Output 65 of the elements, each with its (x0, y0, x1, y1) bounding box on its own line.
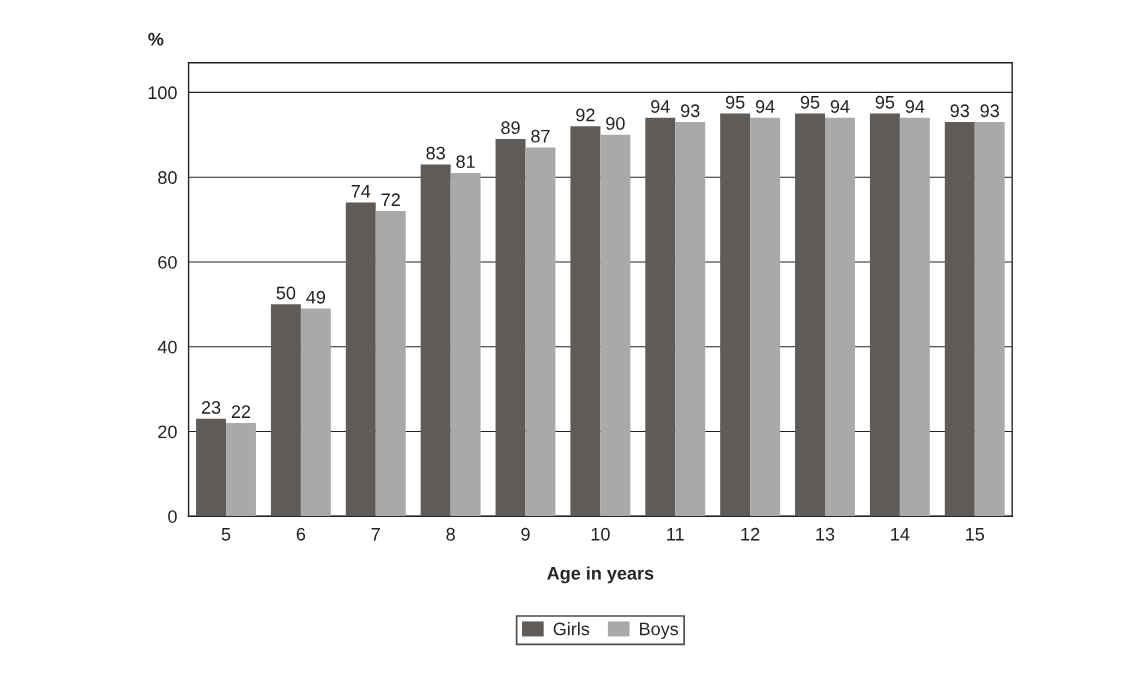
bar (270, 304, 301, 517)
bar (944, 122, 975, 517)
data-label: 95 (725, 95, 745, 109)
data-label: 89 (501, 121, 520, 135)
bar (196, 418, 227, 517)
bar (824, 117, 855, 517)
x-tick-label: 11 (667, 528, 684, 541)
x-tick-label: 9 (521, 527, 530, 541)
data-label: 95 (800, 95, 820, 109)
data-label: 49 (306, 290, 326, 304)
data-label: 81 (456, 155, 475, 168)
data-label: 93 (681, 104, 700, 118)
x-tick-label: 13 (816, 527, 835, 541)
bar (899, 117, 930, 517)
data-label: 87 (531, 129, 550, 143)
bar (869, 113, 900, 517)
bar (420, 164, 451, 517)
bar (300, 308, 331, 517)
legend-label: Boys (640, 622, 679, 639)
data-label: 94 (905, 100, 925, 113)
bar (720, 113, 751, 517)
data-label: 23 (201, 401, 221, 414)
bar (525, 147, 556, 517)
bar (974, 122, 1005, 517)
data-label: 74 (351, 185, 371, 198)
y-tick-label: 40 (157, 340, 177, 354)
data-label: 93 (980, 104, 999, 118)
y-tick-label: 100 (148, 86, 177, 100)
x-tick-label: 5 (221, 528, 231, 541)
legend-label: Girls (553, 622, 590, 636)
x-tick-label: 8 (446, 527, 455, 541)
bar (675, 122, 706, 517)
data-label: 94 (755, 100, 775, 113)
bar (645, 117, 676, 517)
bar (750, 117, 781, 517)
data-label: 90 (606, 117, 625, 130)
y-tick-label: 60 (158, 255, 177, 269)
data-label: 72 (381, 193, 400, 206)
data-label: 50 (276, 286, 296, 300)
data-label: 94 (651, 100, 670, 113)
bar (450, 172, 481, 517)
data-label: 22 (231, 405, 251, 418)
bar (495, 139, 526, 517)
y-axis-title: % (148, 32, 164, 46)
x-tick-label: 12 (741, 527, 760, 541)
x-tick-label: 6 (296, 527, 306, 541)
x-tick-label: 7 (371, 528, 380, 541)
y-tick-label: 20 (158, 425, 177, 439)
x-tick-label: 15 (966, 528, 985, 541)
x-axis-title: Age in years (547, 566, 654, 584)
bar (795, 113, 825, 517)
data-label: 83 (426, 146, 445, 160)
data-label: 93 (950, 104, 970, 118)
data-label: 94 (830, 100, 850, 113)
x-tick-label: 14 (891, 528, 910, 541)
bar (226, 423, 256, 517)
bar (345, 202, 376, 517)
bar (570, 126, 601, 517)
data-label: 92 (576, 108, 595, 122)
data-label: 95 (875, 95, 895, 109)
x-tick-label: 10 (591, 527, 610, 541)
bar (600, 134, 631, 517)
bar (375, 211, 406, 517)
y-tick-label: 0 (168, 510, 177, 523)
y-tick-label: 80 (158, 171, 177, 184)
